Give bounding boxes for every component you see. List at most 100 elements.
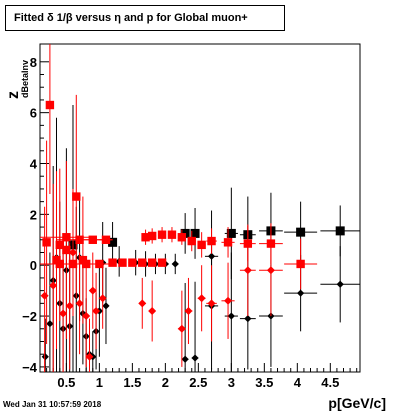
marker-square <box>88 235 97 244</box>
marker-square <box>81 259 91 269</box>
marker-square <box>108 258 117 267</box>
x-tick-label: 1.5 <box>123 375 141 390</box>
data-point <box>221 262 235 339</box>
data-point <box>41 318 49 372</box>
marker-diamond <box>41 353 49 361</box>
marker-diamond <box>266 266 275 275</box>
marker-square <box>45 100 55 110</box>
marker-diamond <box>171 260 179 268</box>
data-point <box>259 224 283 317</box>
data-point <box>221 227 235 258</box>
marker-square <box>72 192 81 201</box>
marker-diamond <box>336 280 344 288</box>
marker-diamond <box>184 306 193 315</box>
marker-square <box>187 236 196 246</box>
data-point <box>148 280 157 342</box>
y-axis-label-subscript: dBetaInv <box>20 60 30 98</box>
marker-square <box>108 237 118 247</box>
marker-diamond <box>181 355 189 363</box>
marker-diamond <box>297 289 305 297</box>
data-point <box>167 227 177 243</box>
data-point <box>157 227 167 243</box>
data-point <box>42 140 51 345</box>
data-point <box>98 267 107 329</box>
data-point <box>49 183 58 372</box>
data-point <box>284 238 318 290</box>
data-point <box>177 290 186 367</box>
x-axis-ticks: 0.5 1 1.5 2 2.5 3 3.5 4 4.5 <box>46 363 358 390</box>
x-tick-label: 4 <box>294 375 302 390</box>
chart-title: Fitted δ 1/β versus η and p for Global m… <box>14 12 248 24</box>
marker-diamond <box>243 266 252 275</box>
marker-diamond <box>227 312 235 320</box>
marker-square <box>157 230 167 239</box>
data-point <box>147 228 157 244</box>
data-point <box>171 253 179 275</box>
marker-square <box>62 245 71 255</box>
data-point <box>187 230 196 252</box>
marker-diamond <box>197 294 206 303</box>
marker-square <box>226 228 236 238</box>
marker-square <box>147 258 157 267</box>
data-point <box>82 265 91 367</box>
x-axis-label: p[GeV/c] <box>328 395 386 411</box>
data-point <box>99 235 113 244</box>
marker-diamond <box>244 315 252 323</box>
marker-diamond <box>68 248 77 257</box>
marker-square <box>138 258 147 267</box>
marker-diamond <box>98 294 107 303</box>
data-point <box>190 208 200 259</box>
y-tick-label: 4 <box>30 157 38 172</box>
data-point <box>92 272 101 350</box>
y-tick-label: 8 <box>30 55 37 70</box>
data-point <box>108 221 118 263</box>
data-point <box>181 283 189 372</box>
marker-square <box>55 240 64 250</box>
marker-square <box>190 228 200 238</box>
marker-diamond <box>65 301 74 310</box>
x-tick-label: 3.5 <box>255 375 273 390</box>
data-point <box>197 265 206 332</box>
data-point <box>191 281 199 372</box>
marker-square <box>157 258 167 267</box>
data-point <box>108 258 117 267</box>
x-tick-label: 0.5 <box>57 375 75 390</box>
marker-diamond <box>46 320 54 328</box>
title-box: Fitted δ 1/β versus η and p for Global m… <box>5 5 285 31</box>
data-point <box>184 277 193 345</box>
marker-diamond <box>92 306 101 315</box>
marker-diamond <box>49 281 58 290</box>
data-point <box>59 249 68 372</box>
marker-square <box>335 226 345 236</box>
data-point <box>86 259 113 269</box>
data-point <box>102 267 110 345</box>
y-axis-ticks: −4 −2 0 2 4 6 8 <box>22 55 49 375</box>
plot-border <box>39 43 361 373</box>
data-point <box>128 258 137 267</box>
data-point <box>55 168 64 322</box>
data-point <box>224 252 238 372</box>
marker-square <box>223 238 233 247</box>
y-tick-label: −4 <box>22 360 38 375</box>
marker-square <box>141 233 150 242</box>
data-point <box>138 277 147 329</box>
marker-square <box>167 230 177 239</box>
marker-diamond <box>191 354 199 362</box>
marker-square <box>95 259 104 269</box>
plot-frame <box>39 43 361 373</box>
data-point <box>138 258 147 267</box>
marker-diamond <box>138 299 147 308</box>
data-series <box>40 44 360 372</box>
marker-diamond <box>224 296 233 305</box>
x-tick-label: 1 <box>96 375 103 390</box>
marker-diamond <box>102 302 110 310</box>
marker-square <box>207 236 216 246</box>
data-point <box>85 318 94 372</box>
data-point <box>239 224 256 317</box>
y-axis-label: z <box>5 91 22 99</box>
x-tick-label: 2.5 <box>189 375 207 390</box>
data-point <box>206 228 217 254</box>
x-tick-label: 3 <box>228 375 235 390</box>
data-point <box>45 44 55 195</box>
data-point <box>197 232 206 258</box>
